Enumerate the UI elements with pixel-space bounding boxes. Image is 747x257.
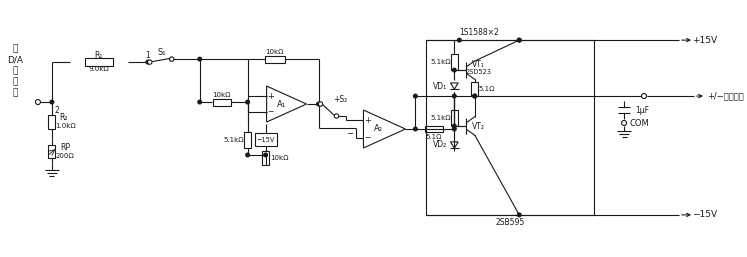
Circle shape	[148, 60, 152, 64]
Text: 2SD523: 2SD523	[465, 69, 492, 75]
Text: +/−输出电压: +/−输出电压	[707, 91, 744, 100]
Text: 10kΩ: 10kΩ	[265, 49, 284, 55]
Text: −: −	[267, 107, 274, 116]
Bar	[49, 145, 55, 159]
Text: 转: 转	[12, 67, 18, 76]
Bar	[262, 151, 269, 166]
Bar	[264, 56, 285, 63]
Text: 9.0kΩ: 9.0kΩ	[88, 66, 109, 72]
Bar	[425, 125, 443, 133]
Text: 5.1kΩ: 5.1kΩ	[430, 59, 450, 65]
Circle shape	[146, 60, 149, 64]
Text: −: −	[365, 133, 371, 142]
Text: RP: RP	[60, 143, 70, 152]
Text: 5.1kΩ: 5.1kΩ	[223, 137, 244, 143]
Circle shape	[264, 153, 267, 157]
Bar	[255, 133, 276, 146]
Text: 10kΩ: 10kΩ	[270, 155, 289, 161]
Bar	[244, 132, 251, 148]
Text: 器: 器	[12, 89, 18, 98]
Text: +: +	[364, 115, 371, 124]
Text: 5.1Ω: 5.1Ω	[426, 134, 442, 140]
Circle shape	[457, 38, 461, 42]
Text: 1S1588×2: 1S1588×2	[459, 28, 499, 37]
Text: VD₂: VD₂	[433, 141, 447, 150]
Text: 换: 换	[12, 78, 18, 87]
Text: COM: COM	[629, 118, 649, 127]
Text: +15V: +15V	[692, 36, 718, 45]
Text: 1.0kΩ: 1.0kΩ	[55, 123, 76, 129]
Circle shape	[246, 153, 249, 157]
Bar	[85, 58, 113, 66]
Circle shape	[453, 68, 456, 72]
Circle shape	[170, 57, 174, 61]
Text: R₂: R₂	[60, 113, 68, 122]
Circle shape	[473, 94, 477, 98]
Text: VD₁: VD₁	[433, 81, 447, 90]
Text: VT₂: VT₂	[472, 122, 486, 131]
Circle shape	[318, 102, 323, 106]
Text: +S₂: +S₂	[333, 95, 347, 104]
Text: 5.1Ω: 5.1Ω	[478, 86, 495, 92]
Text: 10kΩ: 10kΩ	[212, 92, 231, 98]
Text: −: −	[346, 130, 353, 139]
Circle shape	[453, 124, 456, 128]
Circle shape	[198, 100, 202, 104]
Text: D/A: D/A	[7, 56, 23, 65]
Text: R₁: R₁	[95, 51, 103, 60]
Circle shape	[453, 127, 456, 131]
Text: VT₁: VT₁	[472, 60, 485, 69]
Circle shape	[317, 102, 320, 106]
Text: −15V: −15V	[692, 210, 718, 219]
Bar	[471, 82, 478, 96]
Circle shape	[414, 94, 417, 98]
Bar	[427, 40, 594, 215]
Circle shape	[246, 100, 249, 104]
Circle shape	[414, 127, 417, 131]
Text: 2SB595: 2SB595	[495, 218, 525, 227]
Bar	[49, 115, 55, 129]
Text: 1: 1	[146, 51, 150, 60]
Text: 200Ω: 200Ω	[55, 153, 74, 159]
Circle shape	[518, 213, 521, 217]
Bar	[213, 98, 231, 106]
Text: A₂: A₂	[374, 124, 383, 133]
Circle shape	[198, 57, 202, 61]
Circle shape	[473, 94, 477, 98]
Text: S₁: S₁	[158, 48, 166, 57]
Text: +: +	[267, 91, 274, 100]
Circle shape	[35, 99, 40, 105]
Text: −15V: −15V	[256, 137, 275, 143]
Circle shape	[50, 100, 54, 104]
Circle shape	[518, 38, 521, 42]
Bar	[451, 54, 458, 70]
Circle shape	[453, 94, 456, 98]
Circle shape	[622, 121, 627, 125]
Circle shape	[518, 38, 521, 42]
Circle shape	[642, 94, 647, 98]
Text: 2: 2	[55, 106, 59, 115]
Text: 1μF: 1μF	[635, 106, 649, 115]
Text: 接: 接	[12, 45, 18, 54]
Bar	[451, 110, 458, 126]
Text: A₁: A₁	[277, 99, 286, 108]
Circle shape	[335, 114, 338, 118]
Text: 5.1kΩ: 5.1kΩ	[430, 115, 450, 121]
